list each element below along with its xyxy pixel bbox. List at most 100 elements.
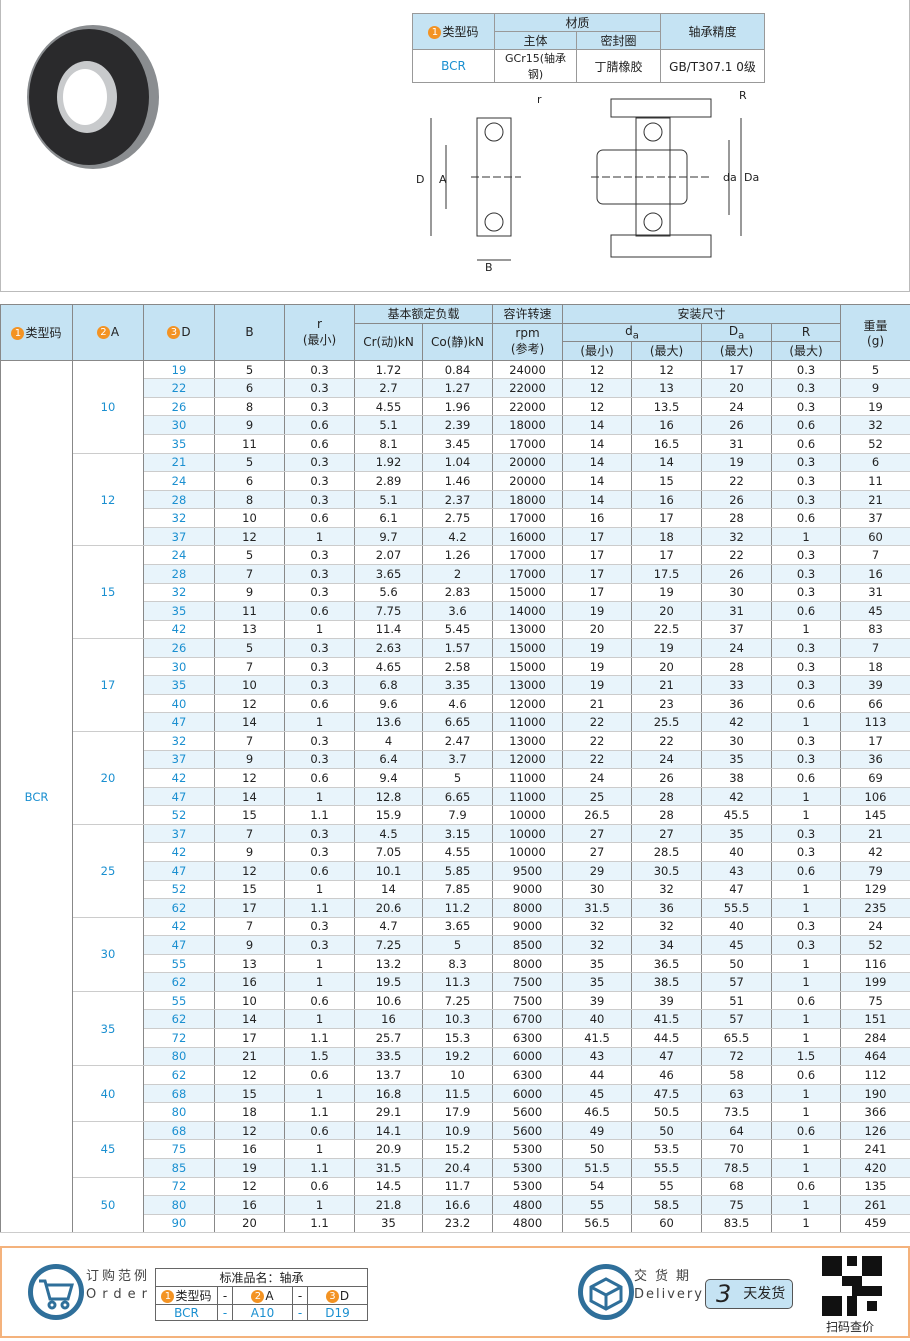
d-cell[interactable]: 28 (143, 489, 215, 510)
d-cell[interactable]: 30 (143, 656, 215, 677)
value-cell: 5600 (492, 1102, 564, 1122)
type-code-label: 类型码 (25, 325, 62, 340)
value-cell: 0.3 (771, 638, 842, 658)
d-cell[interactable]: 80 (143, 1046, 215, 1067)
d-cell[interactable]: 42 (143, 842, 215, 862)
d-cell[interactable]: 24 (143, 545, 215, 565)
qr-code-icon[interactable] (822, 1256, 882, 1316)
d-cell[interactable]: 75 (143, 1139, 215, 1159)
d-cell[interactable]: 47 (143, 786, 215, 807)
d-cell[interactable]: 85 (143, 1157, 215, 1178)
value-cell: 50 (701, 953, 773, 974)
d-cell[interactable]: 32 (143, 508, 215, 528)
d-cell[interactable]: 80 (143, 1195, 215, 1215)
value-cell: 0.3 (771, 749, 842, 770)
d-cell[interactable]: 28 (143, 563, 215, 584)
d-cell[interactable]: 42 (143, 619, 215, 640)
d-cell[interactable]: 52 (143, 879, 215, 900)
d-cell[interactable]: 26 (143, 638, 215, 658)
d-cell[interactable]: 37 (143, 823, 215, 844)
value-cell: 17 (631, 545, 703, 565)
d-cell[interactable]: 37 (143, 526, 215, 547)
d-cell[interactable]: 68 (143, 1120, 215, 1141)
table-row: 32 9 0.3 5.6 2.83 15000 17 19 30 0.3 31 (1, 582, 910, 603)
value-cell: 0.6 (284, 1176, 355, 1197)
d-cell[interactable]: 52 (143, 805, 215, 825)
value-cell: 19 (562, 675, 633, 695)
value-cell: 9 (840, 378, 910, 398)
d-cell[interactable]: 62 (143, 972, 215, 992)
d-cell[interactable]: 72 (143, 1176, 215, 1197)
d-cell[interactable]: 19 (143, 359, 215, 380)
d-cell[interactable]: 35 (143, 601, 215, 621)
qr-label: 扫码查价 (826, 1320, 875, 1334)
value-cell: 55 (631, 1176, 703, 1197)
value-cell: 20.9 (354, 1139, 423, 1159)
d-cell[interactable]: 40 (143, 693, 215, 714)
d-cell[interactable]: 55 (143, 990, 215, 1011)
value-cell: 20.4 (421, 1157, 494, 1178)
value-cell: 5.1 (354, 489, 423, 510)
value-cell: 0.6 (284, 768, 355, 788)
d-cell[interactable]: 26 (143, 396, 215, 417)
d-cell[interactable]: 80 (143, 1102, 215, 1122)
d-cell[interactable]: 35 (143, 675, 215, 695)
value-cell: 6700 (492, 1009, 564, 1030)
d-cell[interactable]: 47 (143, 935, 215, 955)
value-cell: 1 (771, 526, 842, 547)
d-cell[interactable]: 30 (143, 415, 215, 436)
d-cell[interactable]: 21 (143, 452, 215, 473)
type-code-label: 类型码 (442, 25, 479, 39)
d-cell[interactable]: 42 (143, 768, 215, 788)
value-cell: 13 (214, 953, 285, 974)
d-cell[interactable]: 62 (143, 1065, 215, 1085)
d-cell[interactable]: 37 (143, 749, 215, 770)
label-da: da (723, 171, 737, 184)
value-cell: 47 (701, 879, 773, 900)
value-cell: 16 (562, 508, 633, 528)
value-cell: 45 (840, 601, 910, 621)
value-cell: 420 (840, 1157, 910, 1178)
value-cell: 11 (214, 434, 285, 454)
value-cell: 6 (840, 452, 910, 473)
d-cell[interactable]: 32 (143, 731, 215, 751)
value-cell: 38.5 (631, 972, 703, 992)
d-cell[interactable]: 72 (143, 1028, 215, 1048)
d-cell[interactable]: 55 (143, 953, 215, 974)
d-cell[interactable]: 47 (143, 712, 215, 733)
value-cell: 5.6 (354, 582, 423, 603)
d-cell[interactable]: 90 (143, 1213, 215, 1234)
value-cell: 0.3 (284, 563, 355, 584)
value-cell: 2.89 (354, 471, 423, 491)
d-cell[interactable]: 32 (143, 582, 215, 603)
value-cell: 47.5 (631, 1083, 703, 1104)
value-cell: 1 (771, 1028, 842, 1048)
col-cr: Cr(动)kN (354, 322, 423, 361)
value-cell: 1 (284, 972, 355, 992)
d-cell[interactable]: 62 (143, 1009, 215, 1030)
value-cell: 45.5 (701, 805, 773, 825)
value-cell: 10 (214, 508, 285, 528)
value-cell: 8000 (492, 898, 564, 918)
value-cell: 0.6 (771, 1176, 842, 1197)
value-cell: 0.3 (284, 935, 355, 955)
d-cell[interactable]: 22 (143, 378, 215, 398)
d-cell[interactable]: 42 (143, 916, 215, 937)
order-footer: 订购范例 Order 标准品名：轴承 1 类型码 -2 A -3 D BCR - A10- D19… (0, 1246, 910, 1338)
value-cell: 0.6 (284, 1120, 355, 1141)
value-cell: 39 (562, 990, 633, 1011)
d-cell[interactable]: 24 (143, 471, 215, 491)
value-cell: 42 (840, 842, 910, 862)
table-row: 80 16 1 21.8 16.6 4800 55 58.5 75 1 261 (1, 1195, 910, 1215)
value-cell: 10000 (492, 823, 564, 844)
value-cell: 17 (214, 1028, 285, 1048)
table-row: 17 26 5 0.3 2.63 1.57 15000 19 19 24 0.3 7 (1, 638, 910, 733)
d-cell[interactable]: 47 (143, 860, 215, 881)
value-cell: 4800 (492, 1195, 564, 1215)
precision-value: GB/T307.1 0级 (660, 49, 765, 83)
d-cell[interactable]: 35 (143, 434, 215, 454)
value-cell: 0.3 (284, 842, 355, 862)
d-cell[interactable]: 62 (143, 898, 215, 918)
d-cell[interactable]: 68 (143, 1083, 215, 1104)
